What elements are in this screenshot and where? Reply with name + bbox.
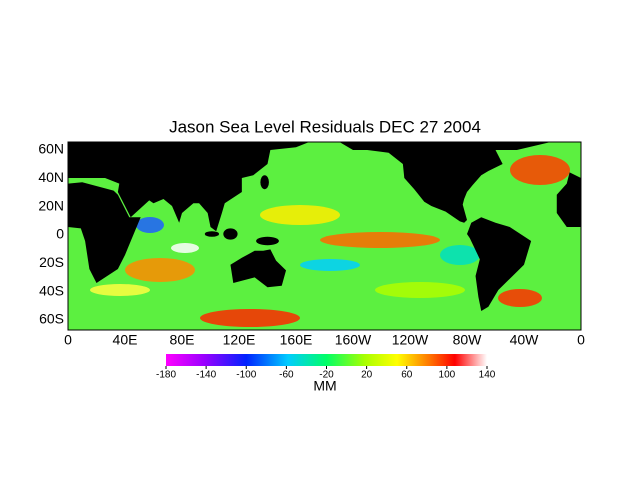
lat-label: 0 [56, 226, 64, 242]
lat-label: 20S [39, 254, 64, 270]
lon-label: 120E [223, 332, 256, 348]
colorbar-tick-label: 100 [439, 370, 456, 381]
map-frame [67, 141, 582, 331]
colorbar-tick-label: -20 [319, 370, 334, 381]
lon-label: 160W [335, 332, 372, 348]
colorbar-tick-label: 20 [361, 370, 373, 381]
lon-label: 120W [392, 332, 429, 348]
colorbar-tick-label: 60 [401, 370, 413, 381]
colorbar-tick-label: -60 [279, 370, 294, 381]
lat-label: 60S [39, 311, 64, 327]
lon-label: 80E [170, 332, 195, 348]
lat-label: 60N [38, 141, 64, 157]
map [68, 142, 581, 330]
colorbar-tick-label: 140 [479, 370, 496, 381]
land [68, 142, 581, 311]
lon-label: 40W [510, 332, 540, 348]
lon-label: 80W [453, 332, 483, 348]
lon-label: 160E [280, 332, 313, 348]
residual-patches [90, 155, 570, 327]
lon-label: 40E [113, 332, 138, 348]
colorbar-tick-label: -180 [156, 370, 176, 381]
colorbar [166, 354, 487, 366]
lat-label: 20N [38, 197, 64, 213]
title: Jason Sea Level Residuals DEC 27 2004 [169, 117, 481, 136]
colorbar-unit: MM [313, 378, 336, 394]
lon-label: 0 [64, 332, 72, 348]
lat-label: 40S [39, 282, 64, 298]
colorbar-tick-label: -100 [236, 370, 256, 381]
lat-label: 40N [38, 169, 64, 185]
lon-label: 0 [577, 332, 585, 348]
colorbar-tick-label: -140 [196, 370, 216, 381]
